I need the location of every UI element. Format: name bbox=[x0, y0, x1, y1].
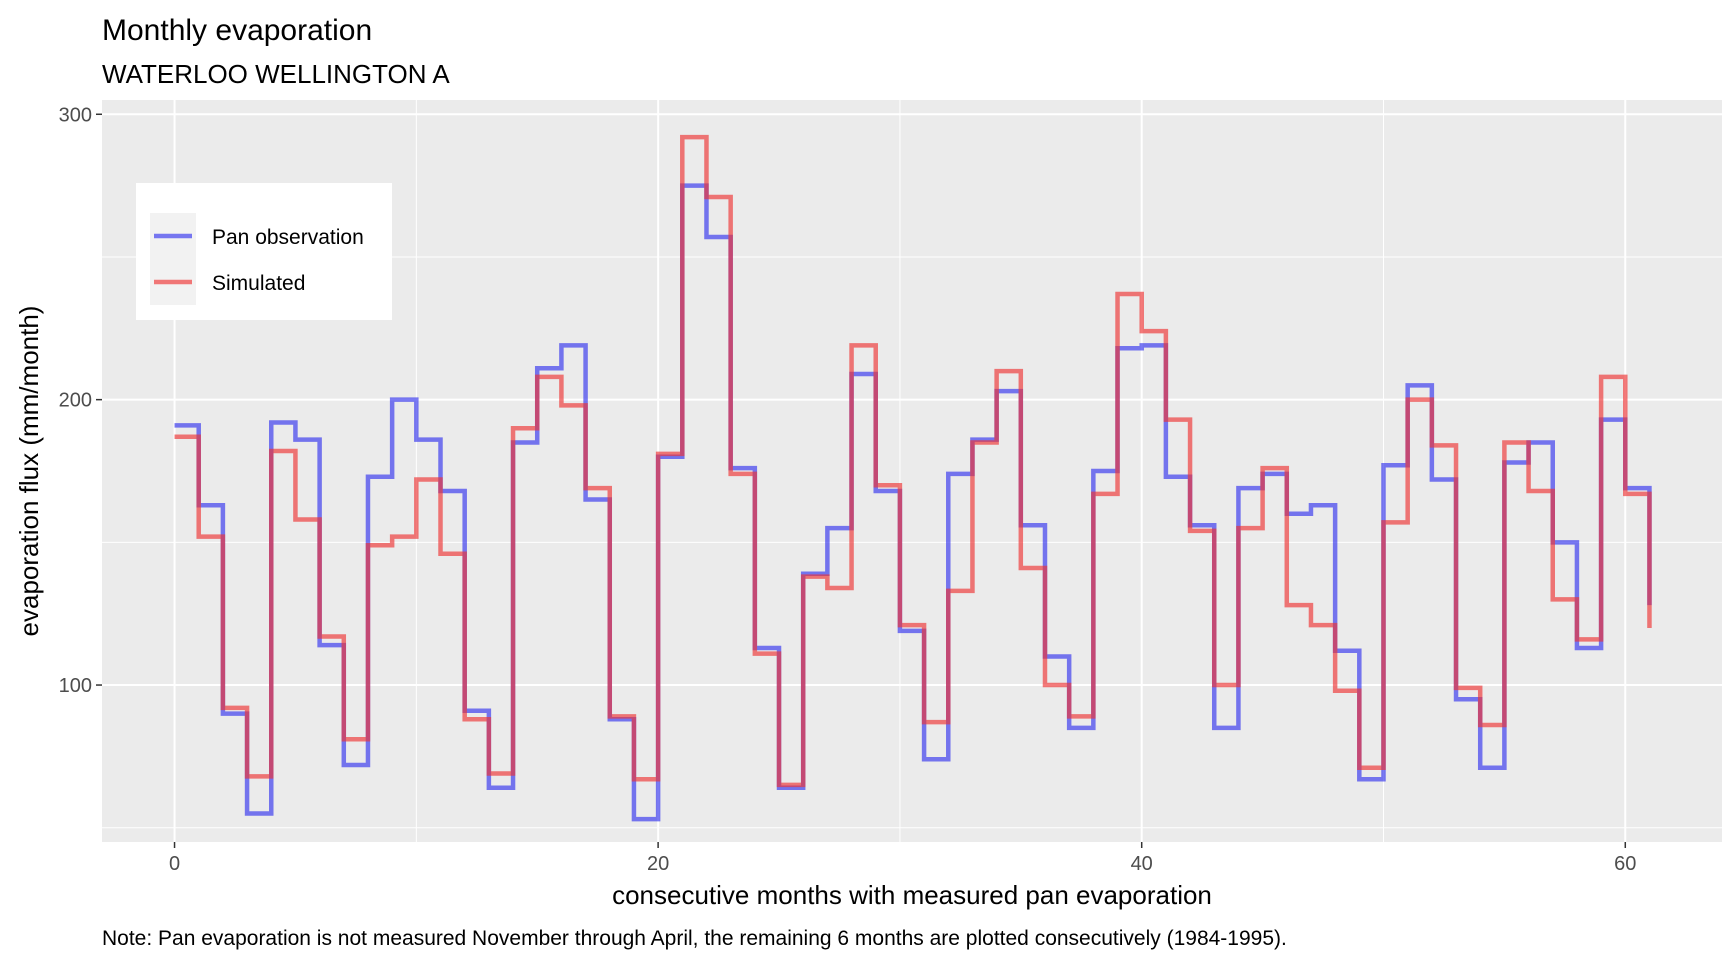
y-tick-label: 100 bbox=[59, 675, 92, 697]
x-tick-label: 20 bbox=[647, 853, 669, 875]
x-tick-label: 40 bbox=[1131, 853, 1153, 875]
y-tick-label: 300 bbox=[59, 104, 92, 126]
x-tick-label: 0 bbox=[169, 853, 180, 875]
x-tick-label: 60 bbox=[1614, 853, 1636, 875]
data-series bbox=[174, 134, 1652, 822]
chart-title: Monthly evaporation bbox=[102, 14, 372, 47]
axis-ticks: 0 20 40 60 100 200 300 bbox=[59, 104, 1637, 875]
caption: Note: Pan evaporation is not measured No… bbox=[102, 927, 1287, 950]
chart-subtitle: WATERLOO WELLINGTON A bbox=[102, 59, 450, 89]
y-axis-title: evaporation flux (mm/month) bbox=[14, 306, 44, 637]
x-axis-title: consecutive months with measured pan eva… bbox=[612, 880, 1212, 910]
legend-label-pan: Pan observation bbox=[212, 226, 364, 249]
legend: Pan observation Simulated bbox=[136, 183, 392, 320]
y-tick-label: 200 bbox=[59, 390, 92, 412]
legend-label-sim: Simulated bbox=[212, 272, 305, 295]
series-line-simulated bbox=[174, 134, 1652, 788]
